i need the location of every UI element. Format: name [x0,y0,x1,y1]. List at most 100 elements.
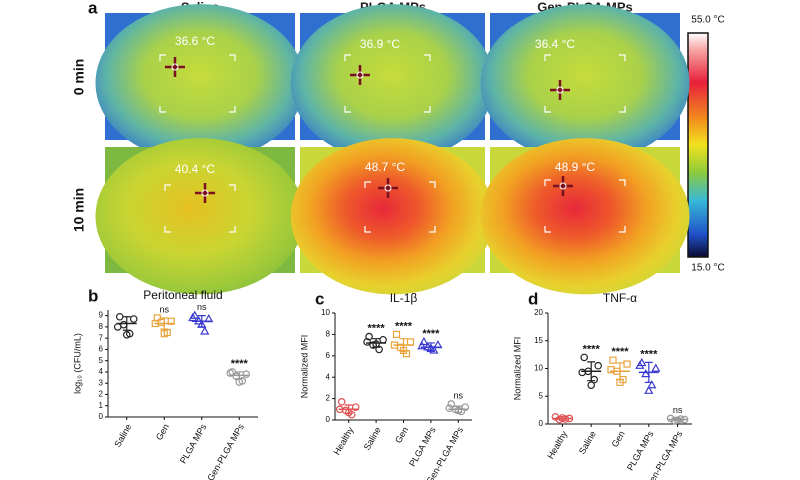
data-point [580,353,589,362]
data-point [337,398,346,406]
y-tick-label: 10 [321,308,330,317]
y-tick-label: 4 [99,367,104,376]
error-bar [122,316,131,331]
row-label: 0 min [71,59,87,96]
crosshair [165,57,185,77]
colorbar [687,32,709,258]
roi-bracket [364,181,436,233]
data-point [607,366,615,374]
crosshair-ring [556,86,564,94]
y-tick-label: 2 [326,394,331,403]
error-bar [344,404,353,415]
x-tick-label: Gen-PLGA MPs [205,422,246,480]
data-point [647,380,657,389]
significance-label: **** [395,320,413,332]
data-point [587,381,596,389]
x-tick-label: Gen [610,429,627,449]
data-point [379,335,387,344]
y-tick-label: 6 [326,351,331,360]
error-bar [372,338,381,348]
y-tick-label: 0 [99,412,104,421]
significance-label: **** [368,322,386,334]
data-point [363,338,371,346]
data-point [641,369,651,378]
data-point [594,361,603,370]
data-point [578,368,587,377]
significance-label: ns [454,390,464,400]
data-point [351,403,360,411]
thermal-body [480,4,690,162]
x-tick-label: Healthy [332,425,356,457]
significance-label: ns [159,304,169,314]
data-point [445,404,454,413]
crosshair [195,183,215,203]
y-axis-label: Normalized MFI [299,335,309,399]
thermal-panel: a Saline PLGA MPs Gen-PLGA MPs 0 min 10 … [71,0,725,295]
y-tick-label: 7 [99,333,104,342]
roi-bracket [164,184,236,233]
panel-letter: b [88,286,98,305]
significance-label: **** [422,328,440,340]
y-axis-label: log₁₀ (CFU/mL) [72,333,82,394]
error-bar [644,361,653,383]
crosshair-ring [201,189,209,197]
temperature-label: 36.6 °C [175,34,215,48]
y-tick-label: 10 [534,364,543,373]
temperature-label: 36.4 °C [535,37,575,51]
significance-label: **** [640,348,658,360]
thermal-body [480,138,690,295]
roi-bracket [159,54,236,113]
significance-label: ns [673,405,683,415]
x-tick-label: Gen [154,422,171,442]
chart-title: TNF-α [603,291,637,305]
y-tick-label: 6 [99,345,104,354]
data-point [644,385,654,394]
y-tick-label: 0 [326,415,331,424]
temperature-label: 48.9 °C [555,160,595,174]
data-point [635,360,645,369]
data-point [417,341,427,350]
y-tick-label: 3 [99,378,104,387]
x-tick-label: Healthy [545,429,569,461]
data-point [447,400,456,408]
crosshair-ring [559,182,567,190]
error-bar [673,417,682,422]
x-tick-label: Saline [577,429,598,456]
data-point [242,370,251,379]
y-axis-label: Normalized MFI [512,337,522,401]
y-tick-label: 9 [99,311,104,320]
y-tick-label: 5 [99,356,104,365]
x-tick-label: Saline [362,425,383,452]
chart: b Peritoneal fluid log₁₀ (CFU/mL) 0 1 2 3 4 5 6 7 8… [72,286,258,480]
colorbar-min: 15.0 °C [691,263,724,274]
crosshair-ring [356,71,364,79]
data-point [122,330,131,339]
panel-letter: d [528,289,538,308]
crosshair [553,176,573,196]
thermal-body [95,138,305,295]
y-tick-label: 15 [534,336,543,345]
error-bar [454,405,463,414]
crosshair [350,65,370,85]
significance-label: ns [197,302,207,312]
temperature-label: 40.4 °C [175,162,215,176]
data-point [609,356,617,364]
data-point [406,338,415,346]
y-tick-label: 1 [99,401,104,410]
roi-bracket [544,54,626,113]
chart: c IL-1β Normalized MFI 0 2 4 6 8 10 Healthy Saline… [299,289,472,480]
data-point [160,330,168,338]
data-point [113,323,122,331]
colorbar-max: 55.0 °C [691,15,724,26]
x-tick-label: PLGA MPs [625,429,656,473]
data-point [429,345,439,354]
y-tick-label: 2 [99,390,104,399]
panel-letter: a [88,0,98,17]
significance-label: **** [583,343,601,355]
roi-bracket [544,179,626,233]
thermal-body [290,138,495,295]
y-tick-label: 8 [326,330,331,339]
x-tick-label: PLGA MPs [178,422,209,466]
data-point [129,315,138,323]
